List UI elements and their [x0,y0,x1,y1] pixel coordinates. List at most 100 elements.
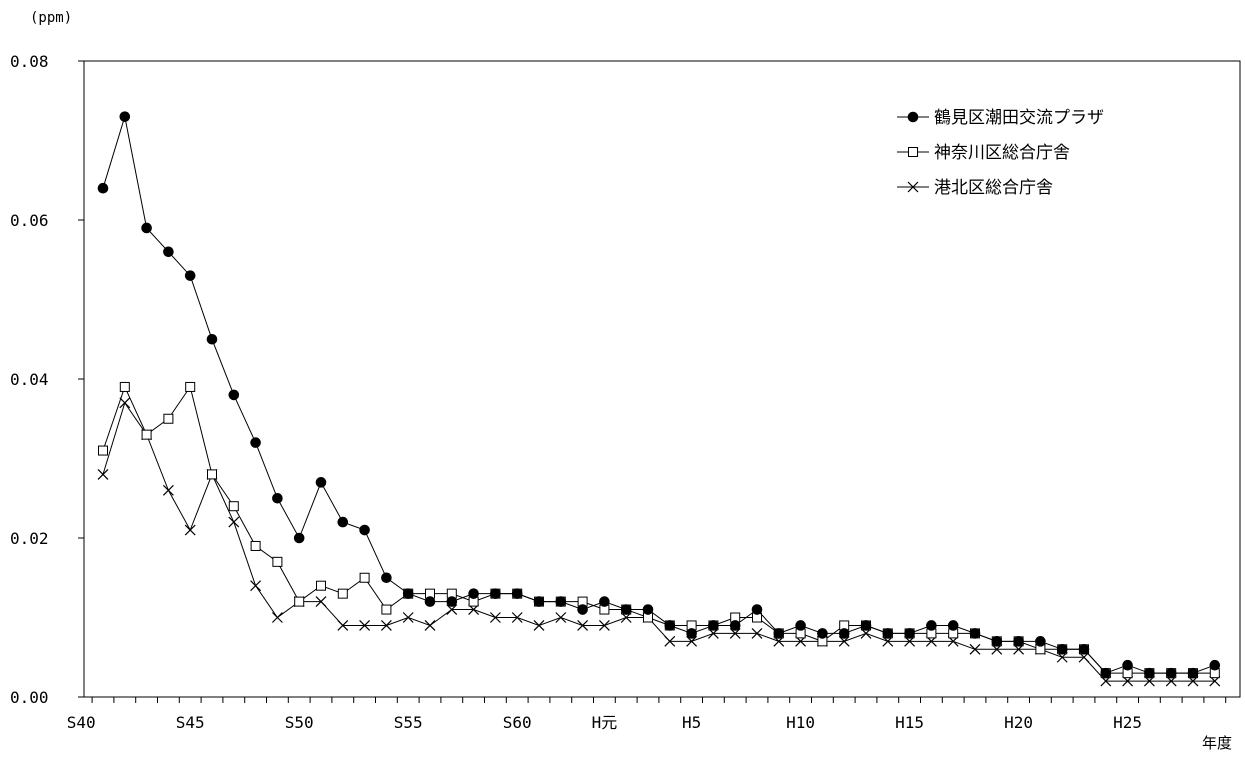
series-1-point [642,604,654,615]
series-1-point [293,532,305,544]
legend-item-2: 神奈川区総合庁舎 [897,143,1070,163]
series-1-point [490,588,501,599]
series-1-point [163,246,174,258]
series-1-point [969,628,981,639]
x-tick-label: H10 [786,713,815,732]
series-3-point [533,620,545,631]
series-2-line [102,385,1215,674]
series-3-point [511,612,523,623]
series-1-point [446,596,458,607]
series-3-point [838,635,850,647]
series-3-point [402,612,414,623]
series-1-point [795,620,806,631]
series-1-point [184,270,196,281]
series-1-point [708,620,719,631]
series-1-point [250,437,261,448]
series-1-point [511,588,523,599]
y-tick-label: 0.08 [10,52,49,71]
series-1-point [1187,667,1199,679]
series-3-point [751,627,763,639]
series-2-point [294,596,305,607]
series-1-point [402,588,414,599]
series-layer [97,111,1221,687]
y-tick-label: 0.04 [10,370,49,389]
series-3-point [489,612,501,623]
series-3-point [97,468,109,480]
series-1-point [228,389,240,401]
series-1-point [838,628,850,639]
series-3-point [184,524,196,536]
series-2-point [185,381,196,392]
series-1-point [926,620,937,631]
series-1-point [315,477,327,488]
y-tick-label: 0.02 [10,529,49,548]
series-1-point [991,636,1003,647]
y-tick-label: 0.00 [10,688,49,707]
series-3-point [337,620,349,631]
series-2-point [228,501,239,512]
series-1-point [599,596,610,607]
series-1-point [751,604,763,615]
x-tick-label: S50 [285,713,314,732]
x-tick-label: S45 [176,713,205,732]
series-1-point [1165,667,1177,679]
series-2-point [207,469,217,480]
series-3-point [729,627,741,639]
y-tick-label: 0.06 [10,211,49,230]
series-1-point [904,628,915,639]
series-1-point [272,492,283,504]
series-3-point [250,580,262,592]
series-1-point [1144,667,1155,679]
series-3-point [162,484,174,496]
series-2-point [141,429,152,440]
y-axis: 0.00 0.02 0.04 0.06 0.08 [10,52,84,707]
x-tick-label: H元 [592,713,618,732]
series-2-point [98,445,108,456]
x-tick-label: H20 [1004,713,1033,732]
series-3-line [102,401,1215,682]
series-1-point [424,596,436,607]
series-1-point [664,620,676,631]
series-1-point [773,628,785,639]
series-1-point [381,572,392,584]
x-tick-label: H5 [682,713,701,732]
series-3-point [380,620,392,631]
series-1-point [1013,636,1024,647]
series-1 [97,111,1221,679]
series-2-point [359,572,370,583]
series-1-point [141,222,152,234]
series-1-point [119,111,131,122]
series-3-point [664,635,676,647]
series-3-point [555,612,567,623]
series-3-point [969,643,981,655]
series-1-point [860,620,872,631]
series-3-point [686,635,698,647]
series-1-point [97,182,109,194]
series-1-point [533,596,545,607]
series-1-point [1078,644,1090,655]
x-tick-label: H15 [895,713,924,732]
series-1-line [102,116,1215,674]
x-tick-label: H25 [1113,713,1142,732]
series-2-point [119,381,130,392]
series-2-point [337,588,348,599]
series-1-point [206,333,218,345]
series-1-point [1100,667,1112,679]
series-1-point [947,620,959,631]
series-3-point [577,620,589,631]
series-1-point [468,588,479,599]
series-1-point [817,628,828,639]
legend-label: 神奈川区総合庁舎 [934,143,1070,163]
series-1-point [882,628,894,639]
series-3-point [598,620,610,631]
series-1-point [337,516,349,528]
series-2-point [316,580,326,591]
legend-item-1: 鶴見区潮田交流プラザ [897,108,1104,128]
series-1-point [1122,659,1133,671]
series-3-point [359,620,371,631]
x-tick-label: S60 [503,713,532,732]
x-tick-label: S40 [67,713,96,732]
